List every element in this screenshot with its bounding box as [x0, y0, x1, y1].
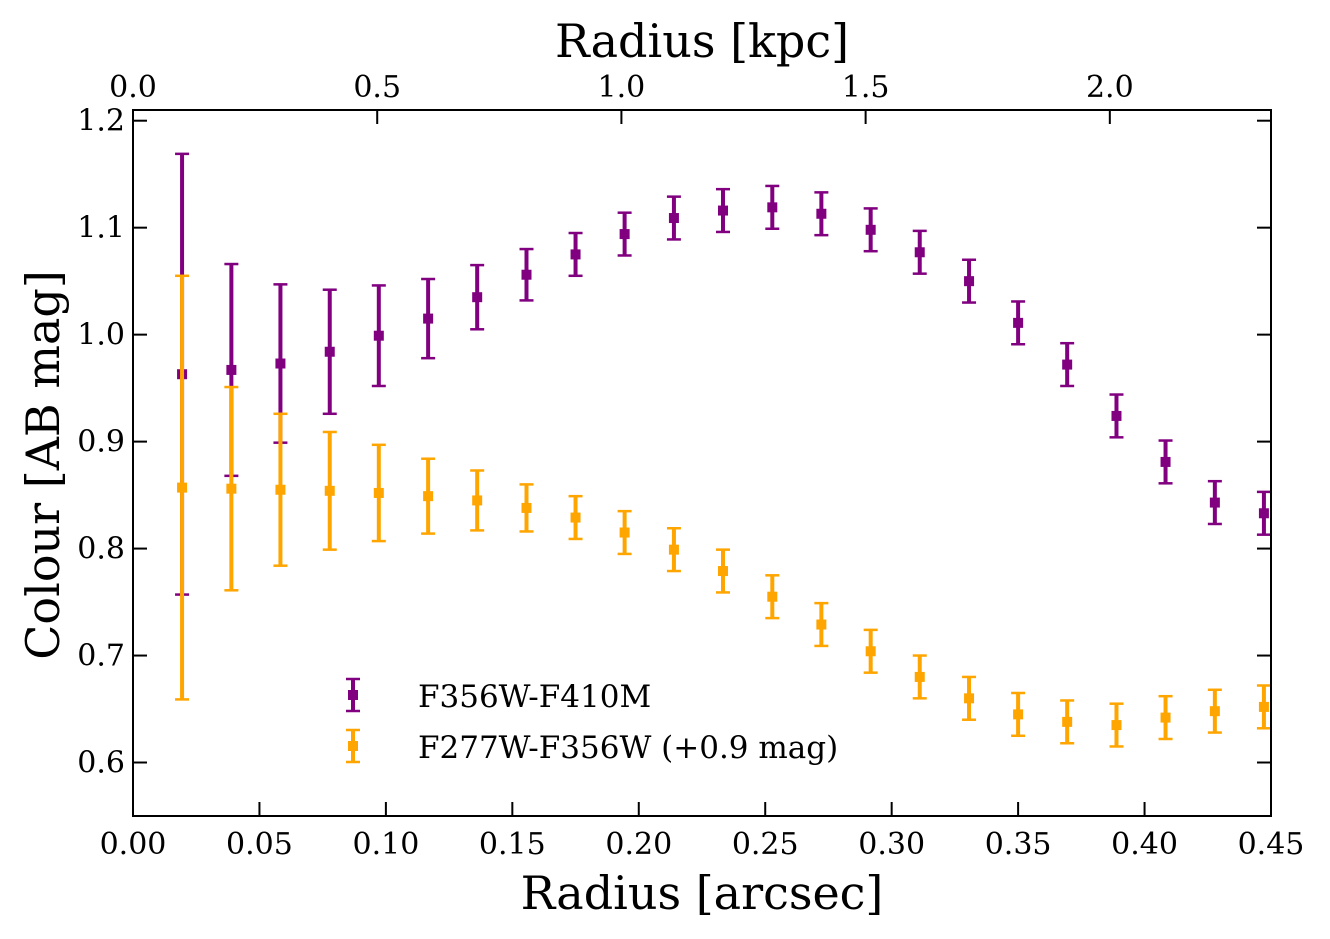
series-0-point: [964, 276, 975, 287]
x-tick-label: 0.05: [226, 827, 293, 862]
series-1-point: [472, 495, 483, 506]
x2-tick-label: 2.0: [1086, 70, 1134, 105]
y-axis-title: Colour [AB mag]: [16, 270, 70, 660]
legend-1-point: [348, 741, 358, 751]
series-1-point: [521, 502, 532, 513]
series-1-point: [177, 482, 188, 493]
data-layer: [175, 152, 1271, 748]
series-0-point: [1062, 359, 1073, 370]
series-1-point: [914, 671, 925, 682]
x-axis-title: Radius [arcsec]: [521, 866, 884, 920]
x-tick-label: 0.40: [1111, 827, 1178, 862]
x-tick-label: 0.35: [985, 827, 1052, 862]
x-tick-label: 0.45: [1238, 827, 1305, 862]
series-0-point: [816, 208, 827, 219]
plot-frame: [132, 109, 1272, 817]
series-0-point: [1160, 456, 1171, 467]
series-0-point: [275, 358, 286, 369]
x2-tick-label: 1.0: [598, 70, 646, 105]
x2-tick-label: 0.0: [109, 70, 157, 105]
x-tick-label: 0.25: [732, 827, 799, 862]
tick-label-layer: 0.00 0.05 0.10 0.15 0.20 0.25 0.30 0.35 0.40 0.45…: [77, 70, 1304, 862]
y-tick-label: 0.8: [77, 532, 125, 567]
x2-axis-title: Radius [kpc]: [555, 14, 849, 68]
series-0-point: [865, 224, 876, 235]
legend-label-f356w-f410m: F356W-F410M: [418, 679, 651, 715]
series-1-point: [1209, 706, 1220, 717]
series-0-point: [1258, 508, 1269, 519]
series-0-point: [717, 205, 728, 216]
x-tick-label: 0.00: [100, 827, 167, 862]
x2-tick-label: 0.5: [353, 70, 401, 105]
series-0-point: [1111, 410, 1122, 421]
series-0-point: [1209, 497, 1220, 508]
series-1-point: [619, 527, 630, 538]
series-0-point: [767, 202, 778, 213]
y-tick-label: 1.2: [77, 104, 125, 139]
legend-marker-f356w-f410m: [346, 677, 360, 713]
y-tick-label: 0.9: [77, 425, 125, 460]
legend: F356W-F410M F277W-F356W (+0.9 mag): [346, 677, 838, 766]
series-1-point: [275, 484, 286, 495]
series-1-point: [1160, 712, 1171, 723]
series-0-point: [324, 346, 335, 357]
series-0-point: [668, 213, 679, 224]
series-1-point: [373, 487, 384, 498]
x-tick-label: 0.20: [605, 827, 672, 862]
y-tick-label: 0.7: [77, 639, 125, 674]
y-tick-label: 1.1: [77, 211, 125, 246]
series-1-point: [865, 646, 876, 657]
tick-layer: [132, 110, 1272, 816]
series-0-point: [619, 229, 630, 240]
series-1-point: [226, 483, 237, 494]
legend-label-f277w-f356w: F277W-F356W (+0.9 mag): [418, 730, 838, 766]
y-tick-label: 0.6: [77, 746, 125, 781]
series-1-point: [767, 591, 778, 602]
series-1: [175, 274, 1271, 748]
series-1-point: [324, 485, 335, 496]
series-0-point: [570, 249, 581, 260]
series-0-point: [1013, 317, 1024, 328]
series-0-point: [226, 364, 237, 375]
series-1-point: [816, 619, 827, 630]
series-1-point: [668, 544, 679, 555]
legend-marker-f277w-f356w: [346, 728, 360, 764]
series-1-point: [570, 512, 581, 523]
series-0: [175, 152, 1271, 596]
x-tick-label: 0.30: [858, 827, 925, 862]
x-tick-label: 0.15: [479, 827, 546, 862]
legend-0-point: [348, 690, 358, 700]
series-1-point: [1062, 716, 1073, 727]
series-0-point: [472, 292, 483, 303]
series-0-point: [423, 313, 434, 324]
series-1-point: [1013, 709, 1024, 720]
x-tick-label: 0.10: [352, 827, 419, 862]
series-1-point: [1111, 720, 1122, 731]
series-0-point: [373, 330, 384, 341]
series-1-point: [423, 491, 434, 502]
x2-tick-label: 1.5: [842, 70, 890, 105]
y-tick-label: 1.0: [77, 318, 125, 353]
series-0-point: [521, 269, 532, 280]
series-0-point: [914, 247, 925, 258]
series-1-point: [964, 693, 975, 704]
series-1-point: [1258, 701, 1269, 712]
series-1-point: [717, 566, 728, 577]
